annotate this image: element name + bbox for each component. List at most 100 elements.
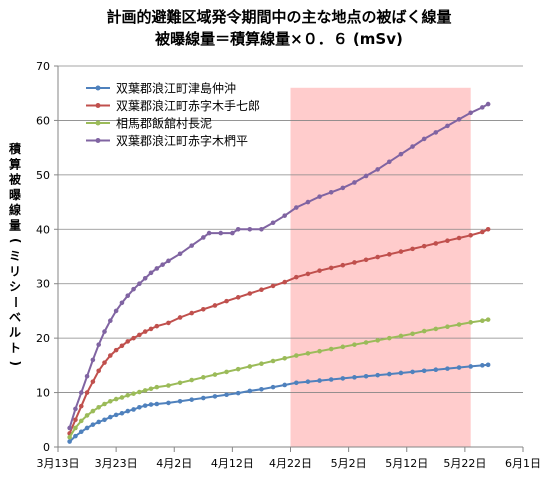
series-2-point xyxy=(113,347,119,353)
y-tick-label: 30 xyxy=(36,278,50,291)
series-1-point xyxy=(224,392,229,398)
x-tick-label: 3月23日 xyxy=(95,457,138,470)
series-4-point xyxy=(90,357,96,363)
series-4-point xyxy=(142,275,148,281)
series-4-point xyxy=(340,185,346,191)
series-2-point xyxy=(328,265,334,271)
series-4-point xyxy=(235,226,241,232)
series-1-point xyxy=(433,367,439,373)
series-3-point xyxy=(201,375,206,380)
series-1-point xyxy=(247,388,253,394)
x-tick-label: 5月2日 xyxy=(331,457,367,470)
series-3-point xyxy=(305,351,311,356)
series-3-point xyxy=(340,344,346,350)
highlight-region xyxy=(290,87,471,448)
series-4-point xyxy=(230,230,235,236)
series-2-point xyxy=(166,320,171,326)
series-4-point xyxy=(305,199,311,205)
series-2-point xyxy=(96,368,101,374)
series-4-point xyxy=(485,101,491,107)
series-4-point xyxy=(282,213,287,218)
series-2-point xyxy=(485,226,491,232)
y-axis-label-char: 曝 xyxy=(9,188,21,202)
y-tick-label: 10 xyxy=(36,387,50,400)
series-4-point xyxy=(201,235,206,240)
series-1-point xyxy=(363,373,369,379)
series-2-point xyxy=(224,298,229,304)
legend-marker-3 xyxy=(95,120,101,126)
y-axis-label-char: 線 xyxy=(9,202,21,217)
series-2-point xyxy=(148,326,154,332)
x-tick-label: 5月12日 xyxy=(385,457,428,470)
series-1-point xyxy=(375,372,380,378)
series-2-point xyxy=(201,306,206,312)
series-4-point xyxy=(84,373,90,379)
series-1-point xyxy=(90,422,96,427)
legend-label-1: 双葉郡浪江町津島仲沖 xyxy=(116,81,236,96)
series-3-point xyxy=(328,346,334,352)
series-1-point xyxy=(421,368,427,374)
series-1-point xyxy=(125,408,131,414)
series-1-point xyxy=(96,419,101,425)
series-4-point xyxy=(78,390,84,395)
series-1-point xyxy=(148,402,154,407)
series-2-point xyxy=(456,235,462,241)
series-4-point xyxy=(206,230,212,236)
series-3-point xyxy=(398,333,404,339)
x-tick-label: 4月22日 xyxy=(269,457,312,470)
series-1-point xyxy=(282,382,287,388)
series-1-point xyxy=(78,429,84,435)
series-1-point xyxy=(102,417,107,423)
series-4-point xyxy=(189,243,194,248)
series-2-point xyxy=(154,323,160,329)
series-3-point xyxy=(375,338,380,343)
series-1-point xyxy=(212,394,218,399)
series-2-point xyxy=(177,315,183,320)
series-1-point xyxy=(67,439,72,444)
series-2-point xyxy=(131,335,136,341)
series-1-point xyxy=(468,364,473,369)
series-3-point xyxy=(294,353,299,358)
series-3-point xyxy=(148,386,154,392)
series-4-point xyxy=(113,308,119,314)
series-2-point xyxy=(363,257,369,263)
series-2-point xyxy=(259,287,264,293)
series-3-point xyxy=(90,408,96,414)
series-3-point xyxy=(84,413,90,418)
x-tick-label: 5月22日 xyxy=(443,457,486,470)
series-3-point xyxy=(445,324,450,330)
series-3-point xyxy=(247,364,253,369)
series-2-point xyxy=(119,343,125,349)
y-tick-label: 70 xyxy=(36,60,50,73)
legend-marker-4 xyxy=(95,138,101,143)
series-1-point xyxy=(131,407,136,412)
series-4-point xyxy=(294,205,299,210)
x-tick-label: 4月12日 xyxy=(211,457,254,470)
series-4-point xyxy=(363,173,369,179)
series-3-point xyxy=(73,425,78,431)
legend-marker-1 xyxy=(95,85,101,91)
series-1-point xyxy=(73,433,78,439)
series-3-point xyxy=(113,396,119,402)
series-3-point xyxy=(421,328,427,334)
series-4-point xyxy=(410,144,415,149)
series-2-point xyxy=(108,353,113,358)
series-2-point xyxy=(78,403,84,409)
series-1-point xyxy=(119,410,125,416)
series-2-point xyxy=(480,229,485,235)
series-4-point xyxy=(421,136,427,142)
series-2-point xyxy=(125,339,131,344)
series-3-point xyxy=(119,395,125,400)
series-3-point xyxy=(96,404,101,410)
series-3-point xyxy=(78,418,84,424)
series-3-point xyxy=(235,366,241,372)
series-2-point xyxy=(433,241,439,246)
series-3-point xyxy=(137,389,142,395)
series-4-point xyxy=(247,226,253,232)
x-tick-label: 4月2日 xyxy=(156,457,192,470)
series-4-point xyxy=(317,194,322,199)
y-tick-label: 20 xyxy=(36,332,50,345)
legend: 双葉郡浪江町津島仲沖双葉郡浪江町赤字木手七郎相馬郡飯舘村長泥双葉郡浪江町赤字木椚… xyxy=(86,81,260,148)
series-3-point xyxy=(142,388,148,393)
